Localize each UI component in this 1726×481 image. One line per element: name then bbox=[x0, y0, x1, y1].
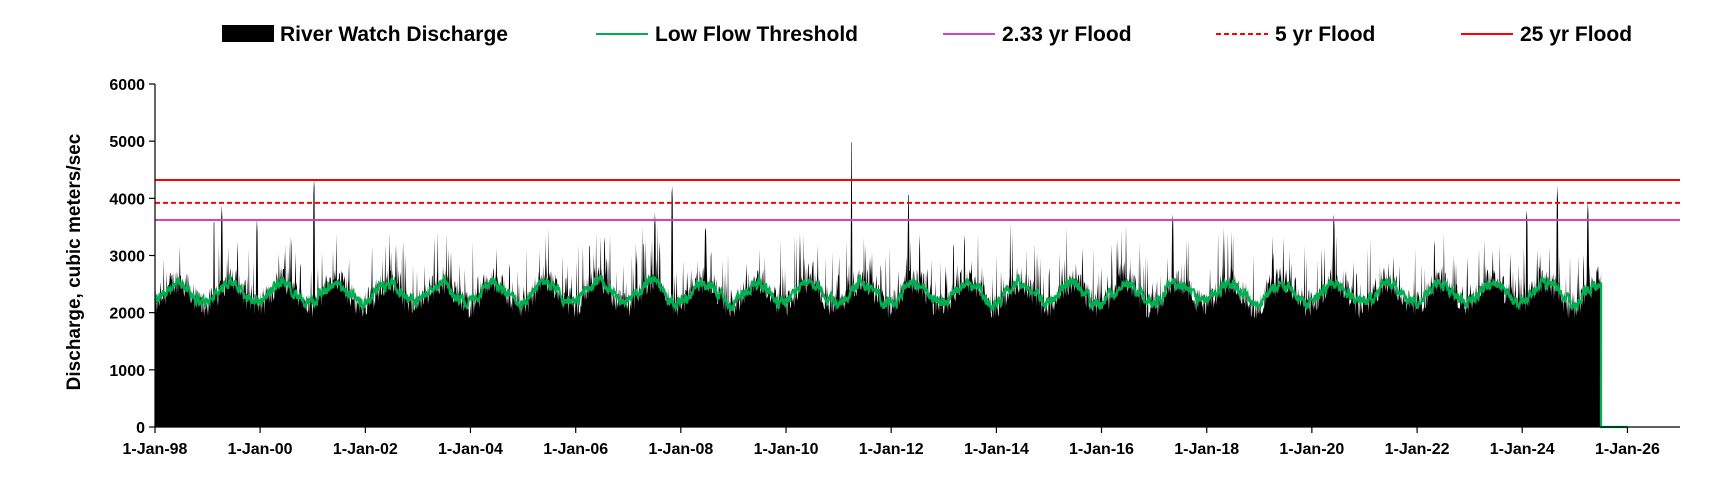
legend-item-2-33-yr-flood: 2.33 yr Flood bbox=[943, 23, 1132, 46]
x-tick-label: 1-Jan-18 bbox=[1174, 441, 1239, 458]
y-tick-label: 0 bbox=[136, 420, 145, 437]
x-tick-label: 1-Jan-22 bbox=[1385, 441, 1450, 458]
x-tick-label: 1-Jan-24 bbox=[1490, 441, 1555, 458]
x-tick-label: 1-Jan-12 bbox=[859, 441, 924, 458]
x-tick-label: 1-Jan-00 bbox=[228, 441, 293, 458]
y-tick-label: 5000 bbox=[109, 134, 145, 151]
x-axis-ticks: 1-Jan-98 1-Jan-00 1-Jan-02 1-Jan-04 1-Jan-06… bbox=[123, 427, 1660, 458]
y-axis-ticks: 0 1000 2000 3000 4000 5000 6000 bbox=[109, 77, 155, 437]
legend-label-2-33-yr: 2.33 yr Flood bbox=[1002, 23, 1132, 46]
low-flow-threshold-line bbox=[154, 273, 1628, 429]
flood-threshold-lines bbox=[155, 179, 1680, 222]
legend-swatch-discharge bbox=[222, 25, 274, 42]
x-tick-label: 1-Jan-98 bbox=[123, 441, 188, 458]
x-tick-label: 1-Jan-02 bbox=[333, 441, 398, 458]
legend-label-25-yr: 25 yr Flood bbox=[1520, 23, 1632, 46]
legend-item-25-yr-flood: 25 yr Flood bbox=[1461, 23, 1632, 46]
x-tick-label: 1-Jan-06 bbox=[543, 441, 608, 458]
x-tick-label: 1-Jan-04 bbox=[438, 441, 503, 458]
y-axis-title: Discharge, cubic meters/sec bbox=[64, 133, 85, 390]
legend-label-low-flow: Low Flow Threshold bbox=[655, 23, 858, 46]
y-tick-label: 3000 bbox=[109, 249, 145, 266]
y-tick-label: 2000 bbox=[109, 306, 145, 323]
legend-item-low-flow: Low Flow Threshold bbox=[596, 23, 858, 46]
legend-label-discharge: River Watch Discharge bbox=[280, 23, 508, 46]
y-tick-label: 4000 bbox=[109, 191, 145, 208]
x-tick-label: 1-Jan-10 bbox=[754, 441, 819, 458]
y-tick-label: 6000 bbox=[109, 77, 145, 94]
y-tick-label: 1000 bbox=[109, 363, 145, 380]
x-tick-label: 1-Jan-20 bbox=[1279, 441, 1344, 458]
discharge-area bbox=[155, 142, 1602, 428]
x-tick-label: 1-Jan-14 bbox=[964, 441, 1029, 458]
x-tick-label: 1-Jan-16 bbox=[1069, 441, 1134, 458]
legend-label-5-yr: 5 yr Flood bbox=[1275, 23, 1375, 46]
x-tick-label: 1-Jan-08 bbox=[648, 441, 713, 458]
legend-item-discharge: River Watch Discharge bbox=[222, 23, 508, 46]
legend-item-5-yr-flood: 5 yr Flood bbox=[1216, 23, 1375, 46]
x-tick-label: 1-Jan-26 bbox=[1595, 441, 1660, 458]
legend: River Watch Discharge Low Flow Threshold… bbox=[222, 23, 1632, 46]
